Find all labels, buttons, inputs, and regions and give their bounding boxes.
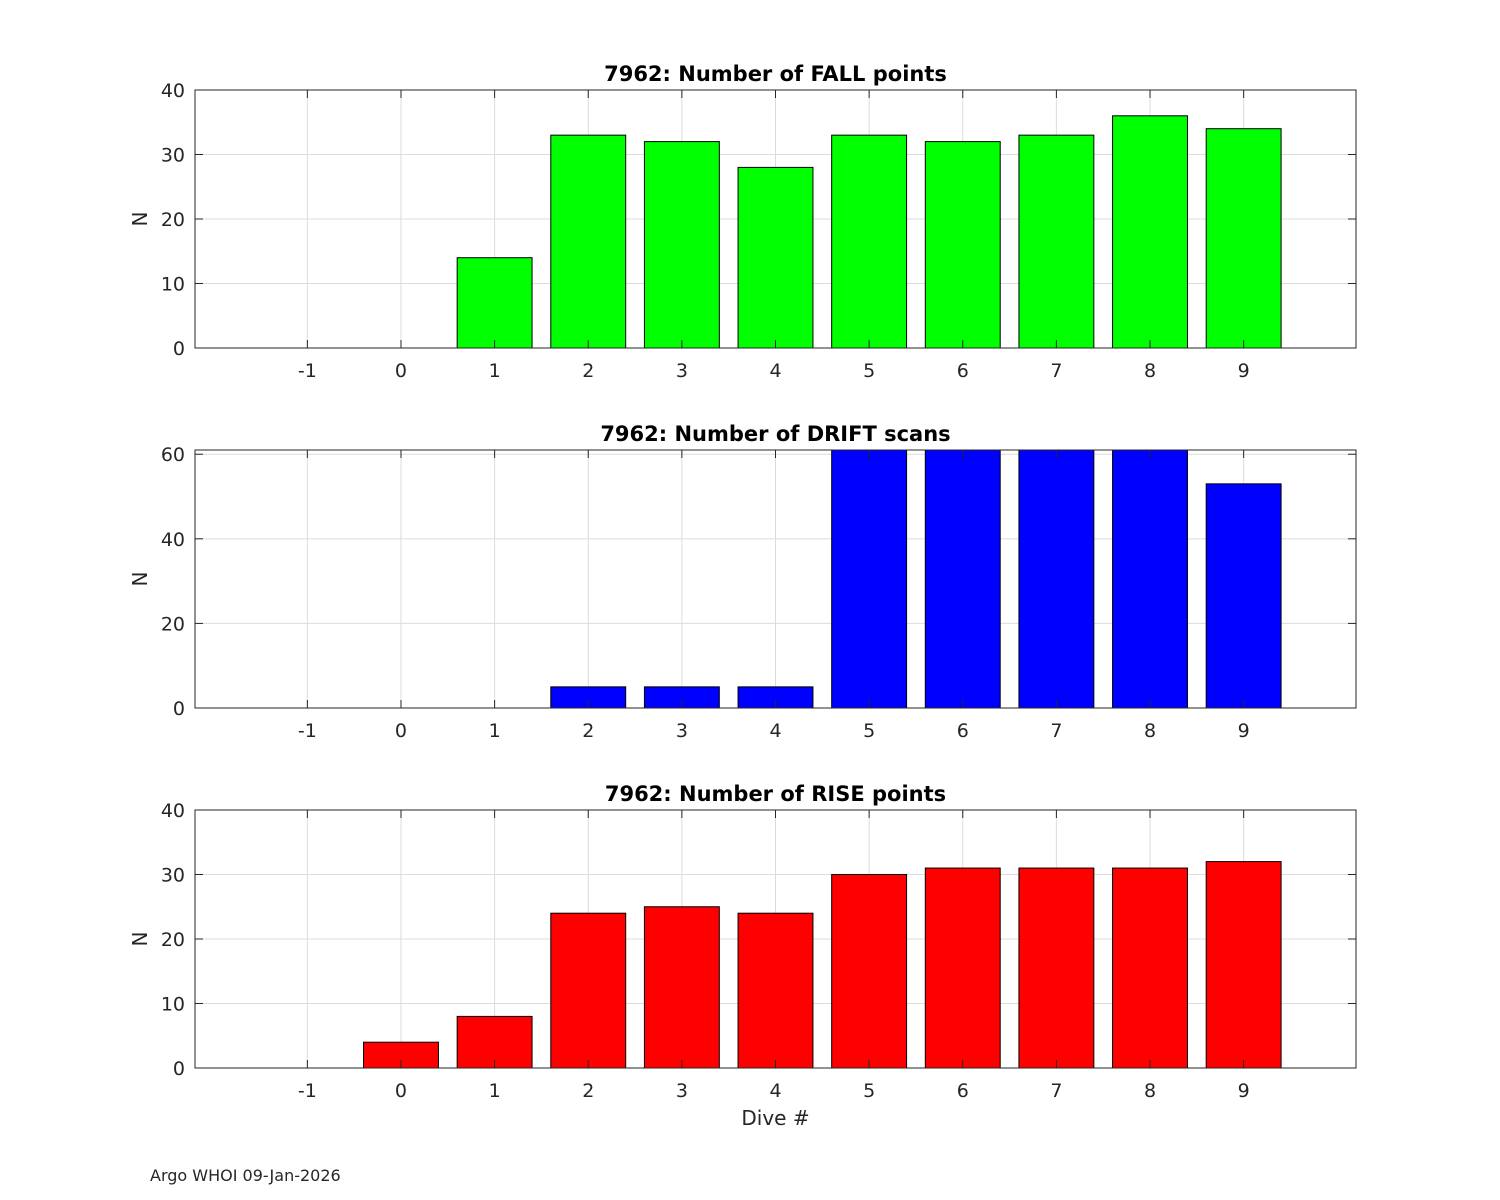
- y-axis-label: N: [128, 212, 152, 227]
- x-tick-label: 8: [1144, 1080, 1156, 1102]
- x-tick-label: 2: [582, 360, 594, 382]
- x-tick-label: 7: [1050, 360, 1062, 382]
- x-tick-label: -1: [298, 720, 317, 742]
- chart-panel-1: -1 0 1 2 3 4 5 6 7 8 9 0 10 20 30 40 7962: Number of FAL…: [128, 62, 1357, 382]
- bar: [1205, 128, 1282, 349]
- chart-title: 7962: Number of RISE points: [605, 782, 946, 806]
- x-tick-label: 6: [957, 720, 969, 742]
- y-tick-label: 0: [173, 698, 185, 720]
- bar: [924, 449, 1001, 709]
- x-tick-label: 0: [395, 1080, 407, 1102]
- bar: [1018, 867, 1095, 1069]
- footer-credit: Argo WHOI 09-Jan-2026: [150, 1166, 341, 1185]
- y-tick-label: 0: [173, 338, 185, 360]
- y-tick-label: 30: [161, 145, 185, 167]
- bar: [643, 906, 720, 1069]
- y-tick-label: 40: [161, 529, 185, 551]
- y-tick-label: 20: [161, 929, 185, 951]
- x-tick-label: 5: [863, 720, 875, 742]
- bar: [831, 449, 908, 709]
- y-tick-label: 20: [161, 613, 185, 635]
- bar: [643, 141, 720, 349]
- y-tick-label: 40: [161, 80, 185, 102]
- x-tick-label: -1: [298, 360, 317, 382]
- x-tick-label: 1: [489, 1080, 501, 1102]
- bar: [1112, 449, 1188, 709]
- x-axis-label: Dive #: [741, 1106, 809, 1130]
- y-tick-label: 10: [161, 994, 185, 1016]
- x-tick-label: 9: [1238, 1080, 1250, 1102]
- x-tick-label: 0: [395, 720, 407, 742]
- x-tick-label: 9: [1238, 720, 1250, 742]
- bar: [831, 874, 908, 1069]
- x-tick-label: 1: [489, 360, 501, 382]
- x-tick-label: 4: [769, 360, 781, 382]
- x-tick-label: 3: [676, 360, 688, 382]
- x-tick-label: 6: [957, 360, 969, 382]
- x-tick-label: 8: [1144, 720, 1156, 742]
- x-tick-label: 5: [863, 1080, 875, 1102]
- x-tick-label: 2: [582, 720, 594, 742]
- y-tick-label: 30: [161, 865, 185, 887]
- bar: [924, 141, 1001, 349]
- x-tick-label: 4: [769, 1080, 781, 1102]
- y-axis-label: N: [128, 932, 152, 947]
- x-tick-label: 4: [769, 720, 781, 742]
- bar: [456, 1015, 533, 1069]
- bar: [1205, 483, 1282, 709]
- y-tick-label: 40: [161, 800, 185, 822]
- x-tick-label: 5: [863, 360, 875, 382]
- chart-title: 7962: Number of FALL points: [604, 62, 947, 86]
- y-tick-label: 10: [161, 274, 185, 296]
- bar: [1112, 867, 1188, 1069]
- bar: [831, 134, 908, 349]
- y-axis-label: N: [128, 572, 152, 587]
- bar: [737, 912, 814, 1069]
- chart-panel-3: -1 0 1 2 3 4 5 6 7 8 9 0 10 20 30 40 7962: Number of RIS…: [128, 782, 1357, 1130]
- x-tick-label: 3: [676, 720, 688, 742]
- bar: [550, 912, 627, 1069]
- x-tick-label: -1: [298, 1080, 317, 1102]
- x-tick-label: 7: [1050, 1080, 1062, 1102]
- bar: [1018, 134, 1095, 349]
- bar: [924, 867, 1001, 1069]
- x-tick-label: 3: [676, 1080, 688, 1102]
- x-tick-label: 7: [1050, 720, 1062, 742]
- bar: [737, 166, 814, 349]
- y-tick-label: 60: [161, 444, 185, 466]
- bar: [456, 257, 533, 349]
- y-tick-label: 0: [173, 1058, 185, 1080]
- chart-panel-2: -1 0 1 2 3 4 5 6 7 8 9 0 20 40 60 7962: Number of DRIFT…: [128, 422, 1357, 742]
- y-tick-label: 20: [161, 209, 185, 231]
- x-tick-label: 0: [395, 360, 407, 382]
- bar: [1018, 449, 1095, 709]
- chart-title: 7962: Number of DRIFT scans: [600, 422, 950, 446]
- x-tick-label: 9: [1238, 360, 1250, 382]
- x-tick-label: 8: [1144, 360, 1156, 382]
- bar: [1112, 115, 1188, 349]
- x-tick-label: 2: [582, 1080, 594, 1102]
- x-tick-label: 1: [489, 720, 501, 742]
- x-tick-label: 6: [957, 1080, 969, 1102]
- bar: [1205, 861, 1282, 1069]
- bar: [550, 134, 627, 349]
